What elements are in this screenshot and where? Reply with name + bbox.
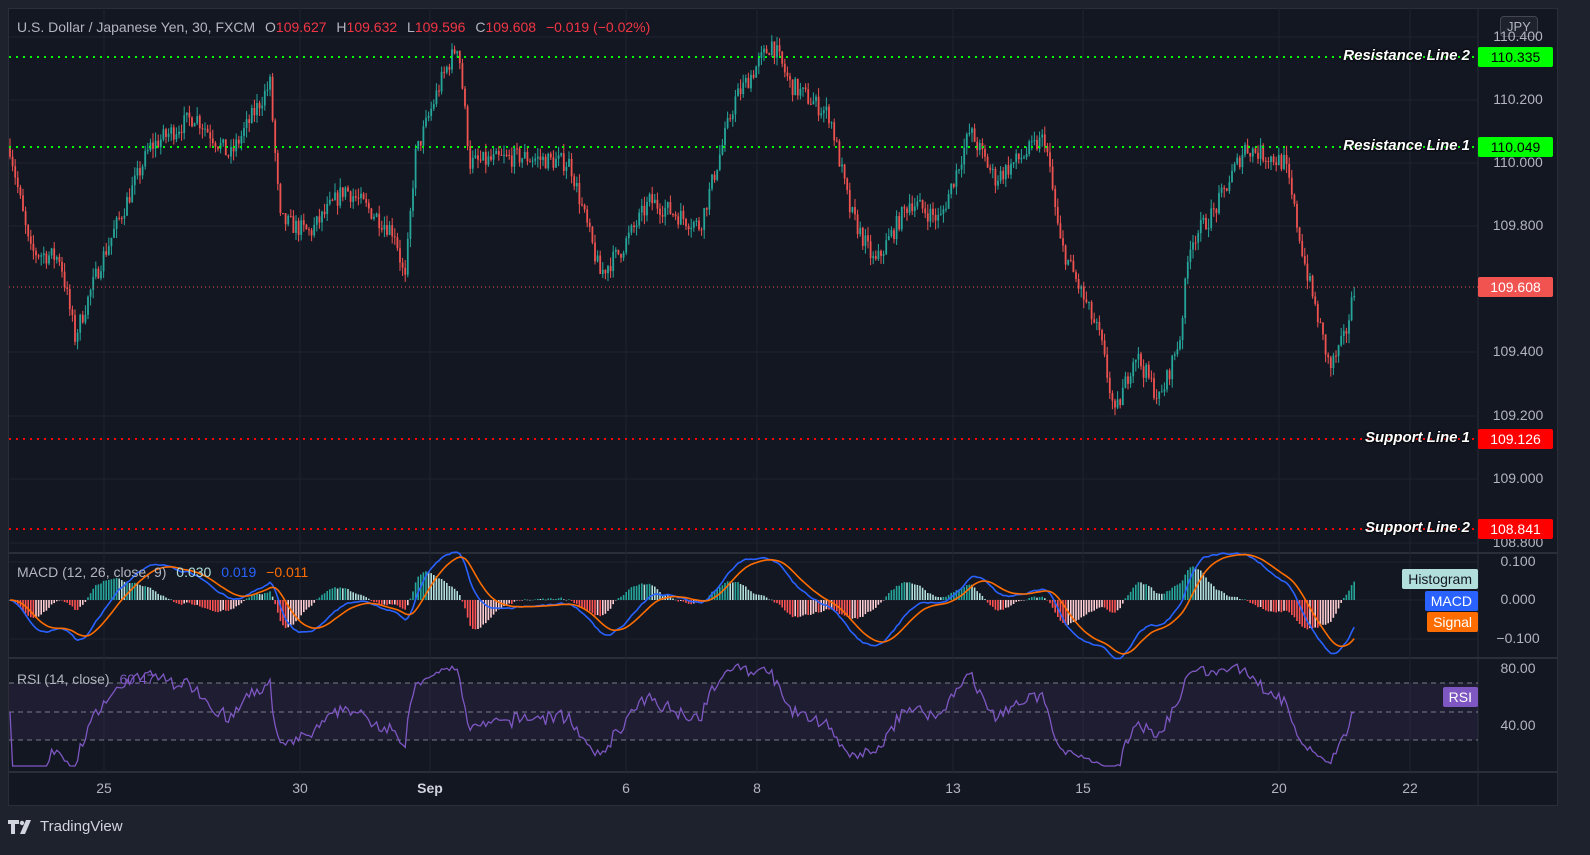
brand-name[interactable]: TradingView [40,818,123,835]
close-label: C [475,19,486,35]
low-label: L [407,19,415,35]
time-axis-tick: 13 [945,780,961,796]
price-axis-tick: 110.400 [1493,28,1543,44]
macd-signal-value: −0.011 [266,564,309,580]
time-axis-tick: Sep [417,780,443,796]
high-value: 109.632 [346,19,398,35]
footer: TradingView [8,818,123,835]
macd-axis-tick: −0.100 [1496,630,1540,646]
macd-title: MACD (12, 26, close, 9) [17,564,167,580]
level-label: Resistance Line 1 [1343,137,1470,154]
tradingview-logo-icon [8,819,31,834]
low-value: 109.596 [414,19,466,35]
open-label: O [265,19,276,35]
time-axis-tick: 30 [292,780,308,796]
high-label: H [336,19,347,35]
open-value: 109.627 [275,19,327,35]
level-price-tag: 108.841 [1478,519,1553,539]
chart-frame [8,8,1558,806]
time-axis-tick: 20 [1271,780,1287,796]
macd-tag-signal: Signal [1427,612,1478,632]
price-axis-tick: 109.400 [1492,343,1544,359]
rsi-tag: RSI [1442,687,1478,707]
macd-line-value: 0.019 [221,564,257,580]
macd-histogram [9,566,1355,630]
rsi-axis-tick: 40.00 [1500,717,1536,733]
price-axis-tick: 109.000 [1492,470,1544,486]
signal-line [9,553,1355,655]
close-value: 109.608 [485,19,537,35]
last-price-tag: 109.608 [1478,277,1553,297]
level-label: Support Line 2 [1365,519,1470,536]
macd-histogram-value: 0.030 [176,564,212,580]
symbol-legend: U.S. Dollar / Japanese Yen, 30, FXCM O10… [17,19,650,35]
macd-axis-tick: 0.100 [1500,553,1536,569]
symbol-title: U.S. Dollar / Japanese Yen, 30, FXCM [17,19,256,35]
level-price-tag: 109.126 [1478,429,1553,449]
macd-tag-macd: MACD [1424,591,1478,611]
macd-tag-histogram: Histogram [1402,569,1478,589]
rsi-value: 60.47 [119,671,155,687]
time-axis-tick: 6 [622,780,630,796]
change-value: −0.019 (−0.02%) [545,19,651,35]
currency-button[interactable]: JPY [1500,16,1538,37]
level-label: Support Line 1 [1365,429,1470,446]
macd-axis-tick: 0.000 [1500,591,1536,607]
level-price-tag: 110.335 [1478,47,1553,67]
rsi-title: RSI (14, close) [17,671,110,687]
macd-legend: MACD (12, 26, close, 9) 0.030 0.019 −0.0… [17,564,308,580]
price-axis-tick: 109.800 [1492,217,1544,233]
time-axis-tick: 22 [1402,780,1418,796]
candles [9,35,1356,416]
price-axis-tick: 110.000 [1493,154,1543,170]
rsi-line [9,663,1355,767]
price-axis-tick: 109.200 [1492,407,1544,423]
time-axis-tick: 25 [96,780,112,796]
level-label: Resistance Line 2 [1343,47,1470,64]
rsi-axis-tick: 80.00 [1500,660,1536,676]
level-price-tag: 110.049 [1478,137,1553,157]
price-axis-tick: 110.200 [1493,91,1543,107]
time-axis-tick: 8 [753,780,761,796]
rsi-legend: RSI (14, close) 60.47 [17,671,155,687]
time-axis-tick: 15 [1075,780,1091,796]
